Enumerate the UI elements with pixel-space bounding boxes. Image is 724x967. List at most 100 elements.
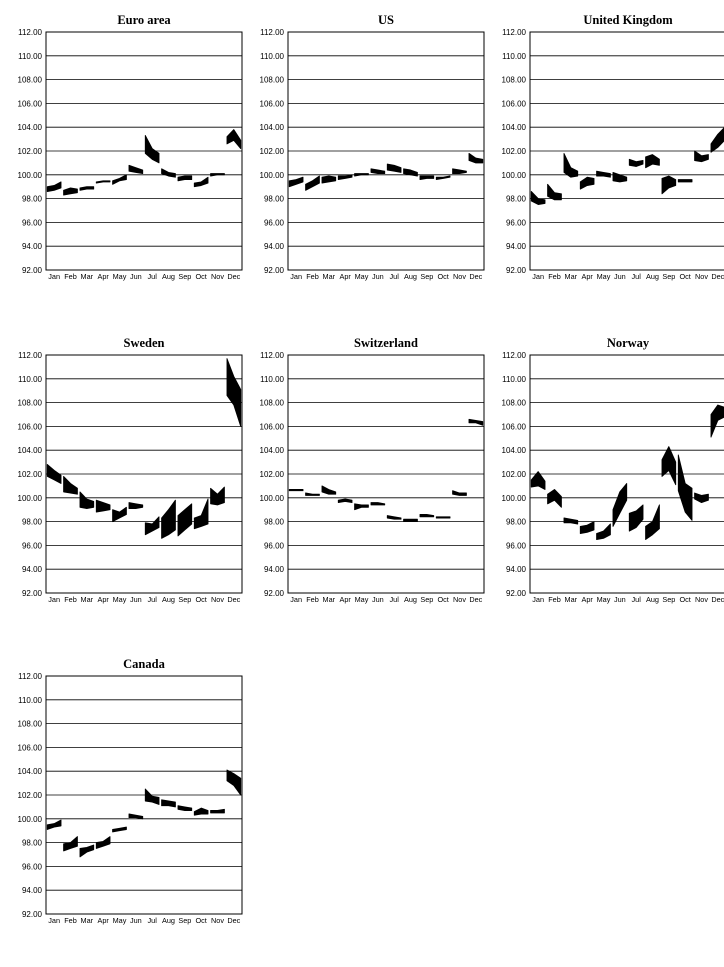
x-tick-label: May <box>113 916 127 925</box>
month-band-5 <box>112 174 127 185</box>
plot-frame <box>529 31 724 271</box>
y-tick-label: 92.00 <box>22 910 43 919</box>
y-tick-label: 102.00 <box>260 470 285 479</box>
month-band-1 <box>288 489 304 492</box>
y-tick-label: 100.00 <box>502 171 527 180</box>
y-tick-label: 102.00 <box>18 791 43 800</box>
x-tick-label: Feb <box>64 272 77 281</box>
y-tick-label: 106.00 <box>502 422 527 431</box>
panel-title: Norway <box>607 336 650 350</box>
y-tick-label: 96.00 <box>22 862 43 871</box>
month-band-4 <box>579 521 595 534</box>
x-tick-label: Oct <box>195 595 206 604</box>
month-band-6 <box>370 168 386 175</box>
x-tick-label: Feb <box>548 272 561 281</box>
x-tick-label: Jun <box>130 916 142 925</box>
month-band-8 <box>161 499 176 539</box>
month-band-4 <box>337 174 353 181</box>
x-tick-label: May <box>355 272 369 281</box>
x-tick-label: Mar <box>323 595 336 604</box>
x-tick-label: Feb <box>306 595 319 604</box>
y-tick-label: 96.00 <box>264 218 285 227</box>
x-tick-label: Apr <box>97 595 109 604</box>
y-tick-label: 94.00 <box>506 565 527 574</box>
x-tick-label: Dec <box>227 916 240 925</box>
x-tick-label: Jun <box>372 272 384 281</box>
x-tick-label: Sep <box>420 272 433 281</box>
month-band-1 <box>46 464 62 484</box>
y-tick-label: 94.00 <box>506 242 527 251</box>
y-tick-label: 98.00 <box>506 518 527 527</box>
x-tick-label: Jan <box>48 916 60 925</box>
y-tick-label: 102.00 <box>18 470 43 479</box>
x-tick-label: Apr <box>97 916 109 925</box>
x-tick-label: Oct <box>437 595 448 604</box>
panel-title: Euro area <box>117 13 171 27</box>
y-tick-label: 92.00 <box>264 266 285 275</box>
x-tick-label: Nov <box>211 595 224 604</box>
month-band-12 <box>226 358 242 427</box>
y-tick-label: 100.00 <box>18 494 43 503</box>
y-tick-label: 104.00 <box>18 123 43 132</box>
x-tick-label: Oct <box>679 272 690 281</box>
y-tick-label: 108.00 <box>18 76 43 85</box>
month-band-9 <box>661 175 677 195</box>
month-band-3 <box>321 175 337 184</box>
y-tick-label: 106.00 <box>260 422 285 431</box>
y-tick-label: 98.00 <box>22 518 43 527</box>
x-tick-label: Nov <box>453 595 466 604</box>
x-tick-label: Jul <box>632 595 642 604</box>
month-band-6 <box>128 164 144 175</box>
month-band-10 <box>677 454 693 521</box>
x-tick-label: Feb <box>548 595 561 604</box>
x-tick-label: Dec <box>227 595 240 604</box>
x-tick-label: Jul <box>390 272 400 281</box>
y-tick-label: 110.00 <box>18 52 42 61</box>
x-tick-label: Aug <box>646 272 659 281</box>
month-band-6 <box>612 483 628 527</box>
month-band-2 <box>63 836 78 852</box>
x-tick-label: Jan <box>532 595 544 604</box>
x-tick-label: Jun <box>130 595 142 604</box>
y-tick-label: 102.00 <box>502 470 527 479</box>
x-tick-label: Sep <box>662 272 675 281</box>
y-tick-label: 112.00 <box>260 351 284 360</box>
plot-frame <box>287 31 485 271</box>
x-tick-label: Aug <box>646 595 659 604</box>
x-tick-label: Mar <box>565 595 578 604</box>
y-tick-label: 110.00 <box>260 52 284 61</box>
y-tick-label: 110.00 <box>502 52 526 61</box>
panel-4: Switzerland 112.00 110.00 108.00 106.00 104.0… <box>260 336 485 604</box>
month-band-3 <box>79 186 95 191</box>
y-tick-label: 102.00 <box>502 147 527 156</box>
month-band-2 <box>547 489 562 508</box>
x-tick-label: Jun <box>372 595 384 604</box>
month-band-1 <box>288 176 304 188</box>
month-band-3 <box>79 491 95 509</box>
month-band-6 <box>370 502 386 506</box>
x-tick-label: Aug <box>162 595 175 604</box>
y-tick-label: 110.00 <box>260 375 284 384</box>
x-tick-label: Dec <box>711 272 724 281</box>
panel-title: Canada <box>123 657 165 671</box>
x-tick-label: Nov <box>211 916 224 925</box>
plot-frame <box>529 354 724 594</box>
y-tick-label: 92.00 <box>22 266 43 275</box>
panel-title: Switzerland <box>354 336 418 350</box>
y-tick-label: 92.00 <box>264 589 285 598</box>
x-tick-label: Sep <box>178 272 191 281</box>
month-band-10 <box>193 176 209 188</box>
x-tick-label: Sep <box>420 595 433 604</box>
month-band-10 <box>677 179 693 183</box>
month-band-11 <box>210 808 225 814</box>
y-tick-label: 104.00 <box>260 446 285 455</box>
x-tick-label: Mar <box>565 272 578 281</box>
y-tick-label: 108.00 <box>502 76 527 85</box>
month-band-1 <box>46 819 62 830</box>
y-tick-label: 108.00 <box>502 399 527 408</box>
month-band-4 <box>579 176 595 190</box>
y-tick-label: 108.00 <box>260 399 285 408</box>
month-band-9 <box>177 503 193 537</box>
plot-frame <box>45 354 243 594</box>
x-tick-label: Feb <box>306 272 319 281</box>
